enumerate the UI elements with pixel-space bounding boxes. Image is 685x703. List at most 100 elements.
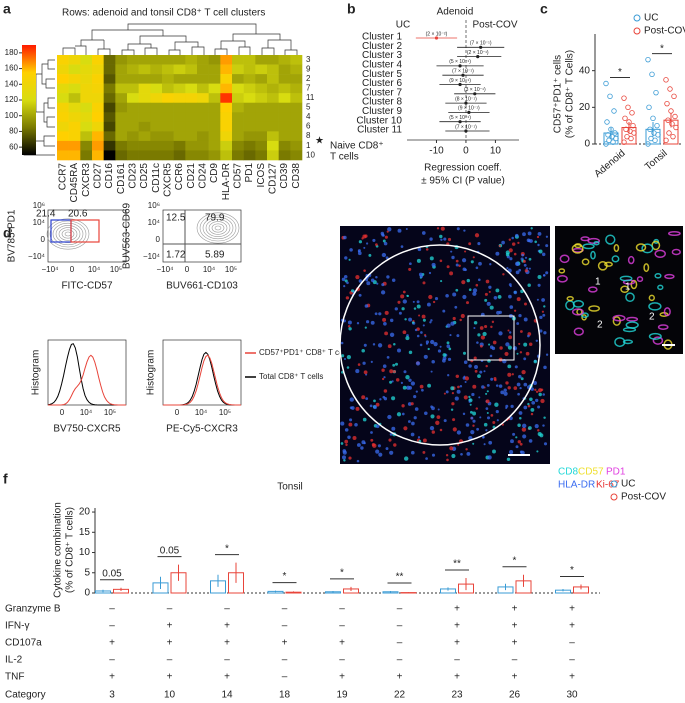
cell <box>363 269 366 272</box>
cell <box>407 420 411 423</box>
cell <box>492 449 496 454</box>
table-cell: + <box>454 621 460 632</box>
data-point <box>611 108 617 114</box>
category-label: Cluster 4 <box>362 60 402 71</box>
category-label: Cluster 10 <box>356 115 402 126</box>
heatmap-cell <box>278 93 291 104</box>
histogram-frame <box>47 339 127 406</box>
category-label: Cluster 11 <box>357 125 402 136</box>
cell <box>382 364 387 368</box>
inset-cell <box>612 314 626 322</box>
colorbar-label: 80 <box>9 127 18 136</box>
cell <box>400 294 405 299</box>
significance-label: ** <box>396 572 404 583</box>
cell <box>482 436 485 439</box>
y-axis-label: (% of CD8⁺ T cells) <box>65 507 76 593</box>
cell <box>530 227 533 230</box>
cell <box>344 256 348 260</box>
inset-cell <box>619 275 633 282</box>
cell <box>408 317 413 322</box>
cell <box>404 456 409 461</box>
heatmap-cell <box>232 121 244 132</box>
cell <box>474 369 478 373</box>
heatmap-cell <box>162 74 174 84</box>
table-cell: – <box>339 621 345 632</box>
contour <box>196 212 240 244</box>
heatmap-cell <box>255 140 268 151</box>
data-point <box>669 121 675 127</box>
significance-label: ** <box>453 559 461 570</box>
cell <box>534 388 537 391</box>
data-point <box>626 119 632 125</box>
cell <box>450 386 455 391</box>
inset-cell <box>556 275 568 283</box>
heatmap-cell <box>185 83 198 94</box>
heatmap-cell <box>197 93 209 104</box>
heatmap-cell <box>185 55 198 65</box>
table-cell: – <box>109 604 115 615</box>
p-value-label: (5 × 10⁻¹) <box>449 115 471 121</box>
heatmap-cell <box>255 83 268 94</box>
cell <box>425 340 430 344</box>
cell <box>465 301 470 305</box>
cell <box>527 231 532 236</box>
cell <box>392 363 396 367</box>
histogram-curve <box>163 351 241 406</box>
heatmap-cell <box>278 121 291 132</box>
inset-cell <box>614 337 626 348</box>
category-label: 23 <box>451 690 463 701</box>
x-tick-label: 10⁴ <box>195 408 208 417</box>
cell <box>489 354 493 358</box>
cell <box>431 453 436 457</box>
data-point <box>625 104 631 111</box>
cell <box>454 396 459 401</box>
table-row-label: Granzyme B <box>5 604 61 615</box>
cell <box>533 381 537 385</box>
table-cell: + <box>512 672 518 683</box>
cell <box>407 402 412 406</box>
cell <box>496 419 499 422</box>
heatmap-cell <box>255 112 268 123</box>
cell <box>431 360 435 364</box>
cell <box>451 255 455 260</box>
cell <box>485 279 490 284</box>
cell <box>401 412 405 416</box>
inset-cell <box>654 249 666 258</box>
cell <box>492 421 496 424</box>
heatmap-cell <box>220 83 233 94</box>
cell <box>344 428 349 432</box>
cell <box>430 339 435 345</box>
cell <box>344 439 349 444</box>
cell <box>375 424 380 429</box>
cell <box>462 294 467 300</box>
heatmap-cell <box>232 55 244 65</box>
cell <box>445 454 449 457</box>
inset-cell <box>572 300 585 308</box>
table-row-label: Category <box>5 690 46 701</box>
heatmap-cell <box>197 55 209 65</box>
cell <box>430 319 433 322</box>
cell <box>343 235 347 240</box>
cell <box>541 310 544 313</box>
heatmap-cell <box>208 121 221 132</box>
legend-marker <box>633 14 641 22</box>
heatmap-cell <box>150 102 163 113</box>
cell <box>355 369 360 374</box>
cell <box>522 423 527 428</box>
cell <box>527 402 530 406</box>
cell <box>528 439 533 443</box>
cell <box>431 430 435 434</box>
inset-cell <box>652 336 664 345</box>
cell <box>487 455 492 460</box>
heatmap-cell <box>103 112 116 123</box>
panel-label: f <box>3 471 8 487</box>
table-cell: – <box>282 621 288 632</box>
cell <box>537 283 541 287</box>
cell <box>488 343 491 346</box>
inset-cell <box>566 295 574 302</box>
heatmap-cell <box>267 112 279 123</box>
x-tick-label: 10⁵ <box>110 265 122 274</box>
heatmap-cell <box>150 83 163 94</box>
cell <box>519 417 522 420</box>
cell <box>505 406 508 410</box>
